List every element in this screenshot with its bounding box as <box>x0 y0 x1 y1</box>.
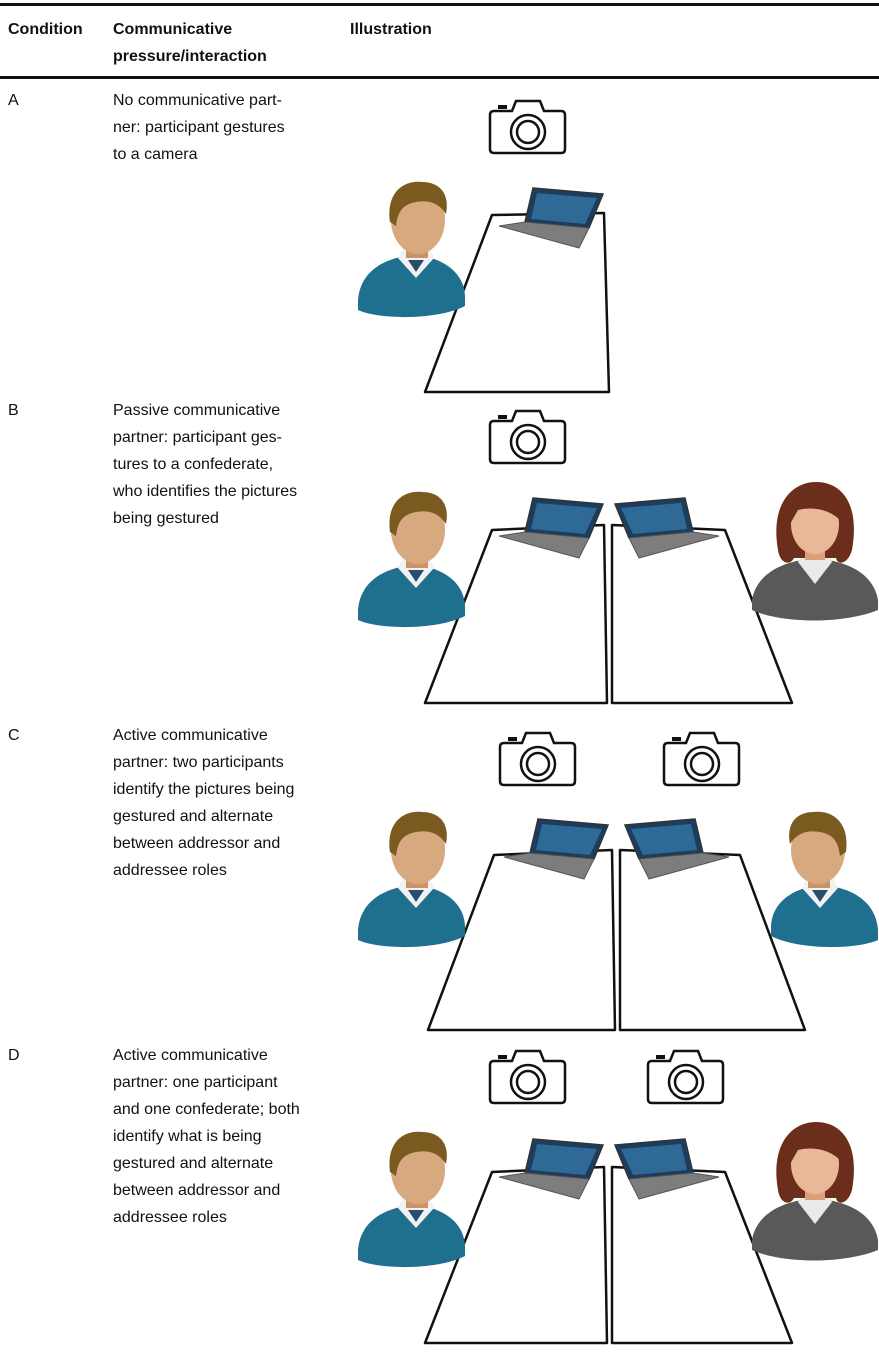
interaction-line: being gestured <box>113 510 219 527</box>
header-rule <box>0 76 879 79</box>
person-icon <box>358 1131 465 1268</box>
camera-icon <box>488 409 567 465</box>
header-interaction: Communicative <box>113 21 233 38</box>
person-icon <box>358 491 465 628</box>
person-icon <box>358 181 465 318</box>
condition: D <box>8 1047 20 1064</box>
laptop-icon <box>498 187 605 249</box>
camera-icon <box>488 1049 567 1105</box>
interaction-line: gestured and alternate <box>113 808 274 825</box>
interaction-line: tures to a confederate, <box>113 456 274 473</box>
interaction-line: partner: one participant <box>113 1074 278 1091</box>
person-icon <box>358 811 465 948</box>
condition: C <box>8 727 20 744</box>
laptop-icon <box>503 818 610 880</box>
interaction-line: and one confederate; both <box>113 1101 300 1118</box>
person-icon <box>752 482 878 621</box>
interaction-line: Passive communicative <box>113 402 281 419</box>
interaction-line: addressee roles <box>113 1209 227 1226</box>
camera-icon <box>646 1049 725 1105</box>
camera-icon <box>498 731 577 787</box>
person-icon <box>752 1122 878 1261</box>
top-rule <box>0 3 879 6</box>
interaction-line: Active communicative <box>113 1047 268 1064</box>
laptop-icon <box>498 1138 605 1200</box>
interaction-line: partner: participant ges- <box>113 429 282 446</box>
condition: B <box>8 402 19 419</box>
camera-icon <box>662 731 741 787</box>
interaction-line: who identifies the pictures <box>113 483 298 500</box>
laptop-icon <box>623 818 730 880</box>
interaction-line: addressee roles <box>113 862 227 879</box>
laptop-icon <box>613 497 720 559</box>
camera-icon <box>488 99 567 155</box>
condition: A <box>8 92 19 109</box>
interaction-line: gestured and alternate <box>113 1155 274 1172</box>
laptop-icon <box>613 1138 720 1200</box>
interaction-line: ner: participant gestures <box>113 119 285 136</box>
interaction-line: between addressor and <box>113 1182 281 1199</box>
interaction-line: between addressor and <box>113 835 281 852</box>
person-icon <box>771 811 878 948</box>
table <box>426 848 617 1032</box>
interaction-line: identify the pictures being <box>113 781 295 798</box>
laptop-icon <box>498 497 605 559</box>
interaction-line: identify what is being <box>113 1128 262 1145</box>
header-condition: Condition <box>8 21 83 38</box>
header-interaction: pressure/interaction <box>113 48 267 65</box>
header-illustration: Illustration <box>350 21 432 38</box>
interaction-line: partner: two participants <box>113 754 284 771</box>
interaction-line: to a camera <box>113 146 198 163</box>
interaction-line: Active communicative <box>113 727 268 744</box>
interaction-line: No communicative part- <box>113 92 282 109</box>
